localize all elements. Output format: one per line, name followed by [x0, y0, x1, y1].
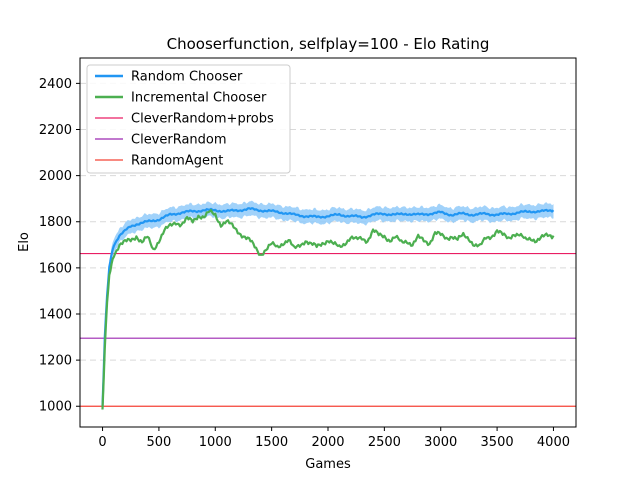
series-line-0	[101, 207, 555, 407]
legend-label-2: CleverRandom+probs	[131, 112, 274, 127]
x-tick-label-3500: 3500	[481, 435, 514, 450]
legend-label-4: RandomAgent	[131, 154, 223, 169]
series-line-1	[101, 209, 555, 410]
x-axis-ticks: 0 500 1000 1500 2000 2500 3000 3500 4000	[98, 427, 570, 450]
legend-label-1: Incremental Chooser	[131, 91, 267, 106]
y-tick-label-2400: 2400	[39, 77, 72, 92]
y-tick-label-1400: 1400	[39, 307, 72, 322]
x-tick-label-3000: 3000	[424, 435, 457, 450]
x-tick-label-1500: 1500	[255, 435, 288, 450]
chart-title: Chooserfunction, selfplay=100 - Elo Rati…	[167, 35, 490, 53]
legend-label-3: CleverRandom	[131, 133, 227, 148]
x-axis-label: Games	[305, 457, 351, 472]
y-tick-label-2000: 2000	[39, 169, 72, 184]
x-tick-label-500: 500	[146, 435, 171, 450]
y-tick-label-2200: 2200	[39, 123, 72, 138]
y-tick-label-1600: 1600	[39, 261, 72, 276]
x-tick-label-1000: 1000	[199, 435, 232, 450]
series-lines	[101, 207, 555, 410]
y-tick-label-1200: 1200	[39, 354, 72, 369]
x-tick-label-0: 0	[98, 435, 106, 450]
y-tick-label-1800: 1800	[39, 215, 72, 230]
reference-lines	[80, 252, 576, 407]
y-tick-label-1000: 1000	[39, 400, 72, 415]
x-tick-label-2500: 2500	[368, 435, 401, 450]
legend: Random Chooser Incremental Chooser CleverR…	[86, 64, 291, 174]
x-tick-label-4000: 4000	[537, 435, 570, 450]
legend-box	[86, 64, 291, 174]
y-axis-label: Elo	[17, 232, 32, 252]
legend-label-0: Random Chooser	[131, 70, 243, 85]
x-tick-label-2000: 2000	[311, 435, 344, 450]
y-axis-ticks: 1000 1200 1400 1600 1800 2000 2200 2400	[39, 77, 80, 415]
